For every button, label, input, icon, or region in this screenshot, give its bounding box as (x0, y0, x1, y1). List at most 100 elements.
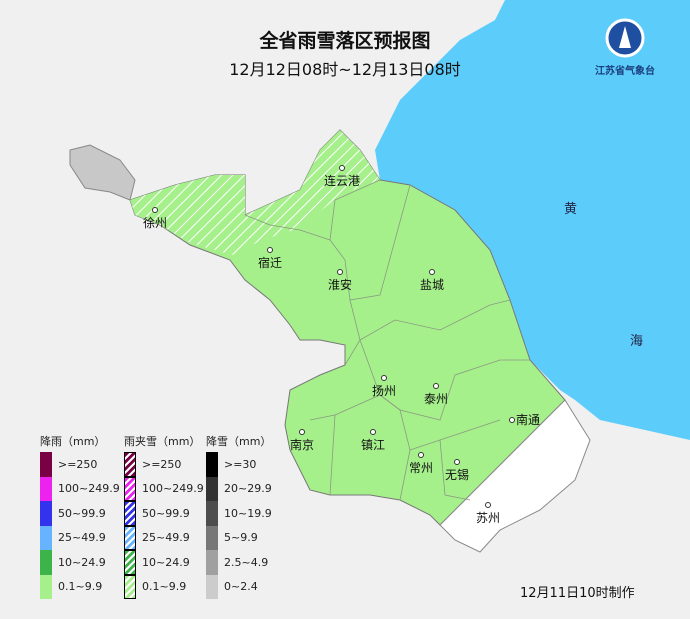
legend-label: 10~24.9 (58, 555, 106, 569)
sea-label: 海 (630, 334, 644, 349)
legend-label: >=250 (58, 457, 98, 471)
sleet-area (130, 130, 380, 255)
legend-swatch (206, 574, 218, 599)
city-marker-icon (337, 269, 343, 275)
city-marker-icon (429, 269, 435, 275)
city-boundaries (244, 179, 530, 501)
legend-label: 10~24.9 (142, 555, 190, 569)
legend-item: 0.1~9.9 (40, 574, 120, 599)
legend-item: 10~24.9 (40, 550, 120, 575)
legend-swatch (124, 452, 136, 477)
legend-label: 100~249.9 (58, 482, 120, 496)
legend-swatch (124, 550, 136, 575)
legend-label: >=250 (142, 457, 182, 471)
legend-item: 100~249.9 (124, 476, 204, 501)
legend-label: 0.1~9.9 (142, 580, 187, 594)
legend-swatch (206, 550, 218, 575)
city-marker-icon (418, 452, 424, 458)
city-label: 扬州 (371, 384, 397, 398)
legend-swatch (40, 452, 52, 477)
city-label: 连云港 (323, 174, 361, 188)
legend-rain: 降雨（mm） >=250 100~249.9 50~99.9 25~49.9 10~24… (40, 433, 120, 599)
legend-label: 50~99.9 (58, 506, 106, 520)
legend-label: 50~99.9 (142, 506, 190, 520)
legend-label: 20~29.9 (224, 482, 272, 496)
city-label: 常州 (408, 461, 434, 475)
city-marker-icon (152, 207, 158, 213)
city-marker-icon (299, 429, 305, 435)
legend-item: 10~24.9 (124, 550, 204, 575)
city-marker-icon (485, 502, 491, 508)
sea-area (375, 0, 690, 440)
legend-item: >=250 (40, 452, 120, 477)
legend-item: 2.5~4.9 (206, 550, 272, 575)
legend-swatch (206, 452, 218, 477)
legend-swatch (206, 501, 218, 526)
legend-title: 降雨（mm） (40, 435, 106, 448)
city-label: 宿迁 (257, 256, 283, 270)
legend-item: 0.1~9.9 (124, 574, 204, 599)
legend-item: >=30 (206, 452, 272, 477)
legend-swatch (40, 476, 52, 501)
legend-item: 25~49.9 (40, 525, 120, 550)
city-label: 南通 (515, 413, 541, 427)
legend-item: 50~99.9 (40, 501, 120, 526)
legend-swatch (124, 525, 136, 550)
legend-swatch (124, 501, 136, 526)
legend-swatch (40, 525, 52, 550)
observatory-logo-icon (605, 18, 645, 58)
city-label: 泰州 (423, 392, 449, 406)
legend-swatch (206, 476, 218, 501)
legend-item: 10~19.9 (206, 501, 272, 526)
city-marker-icon (381, 375, 387, 381)
legend-title: 雨夹雪（mm） (124, 435, 201, 448)
legend-label: 0~2.4 (224, 580, 258, 594)
legend-swatch (124, 476, 136, 501)
city-marker-icon (433, 383, 439, 389)
legend-label: 5~9.9 (224, 531, 258, 545)
city-marker-icon (267, 247, 273, 253)
city-marker-icon (370, 429, 376, 435)
legend-swatch (124, 574, 136, 599)
logo-text: 江苏省气象台 (595, 66, 655, 77)
city-label: 无锡 (444, 468, 470, 482)
sea-label: 黄 (564, 202, 578, 217)
city-label: 镇江 (360, 438, 386, 452)
legend-swatch (206, 525, 218, 550)
city-marker-icon (509, 417, 515, 423)
city-label: 徐州 (142, 216, 168, 230)
city-marker-icon (339, 165, 345, 171)
legend-label: 100~249.9 (142, 482, 204, 496)
legend-swatch (40, 501, 52, 526)
legend-label: 10~19.9 (224, 506, 272, 520)
legend-item: 100~249.9 (40, 476, 120, 501)
legend-swatch (40, 550, 52, 575)
city-label: 盐城 (419, 278, 445, 292)
legend-item: 20~29.9 (206, 476, 272, 501)
city-label: 苏州 (475, 511, 501, 525)
legend-label: 0.1~9.9 (58, 580, 103, 594)
city-label: 南京 (289, 438, 315, 452)
legend-item: >=250 (124, 452, 204, 477)
snow-area-north (69, 144, 136, 201)
legend-label: 25~49.9 (58, 531, 106, 545)
logo: 江苏省气象台 (575, 18, 675, 77)
legend-label: 2.5~4.9 (224, 555, 269, 569)
legend-item: 25~49.9 (124, 525, 204, 550)
no-precip-area (439, 399, 591, 553)
legend-label: 25~49.9 (142, 531, 190, 545)
map-title: 全省雨雪落区预报图 (259, 30, 431, 52)
city-marker-icon (454, 459, 460, 465)
legend-swatch (40, 574, 52, 599)
legend-item: 5~9.9 (206, 525, 272, 550)
city-label: 淮安 (327, 278, 353, 292)
legend-title: 降雪（mm） (206, 435, 272, 448)
legend-label: >=30 (224, 457, 257, 471)
legend-sleet: 雨夹雪（mm） >=250 100~249.9 50~99.9 25~49.9 10~2… (124, 433, 204, 599)
legend-item: 50~99.9 (124, 501, 204, 526)
issued-time: 12月11日10时制作 (520, 586, 635, 601)
map-subtitle: 12月12日08时~12月13日08时 (229, 60, 461, 79)
legend-item: 0~2.4 (206, 574, 272, 599)
legend-snow: 降雪（mm） >=30 20~29.9 10~19.9 5~9.9 2.5~4.9 0~2… (206, 433, 272, 599)
